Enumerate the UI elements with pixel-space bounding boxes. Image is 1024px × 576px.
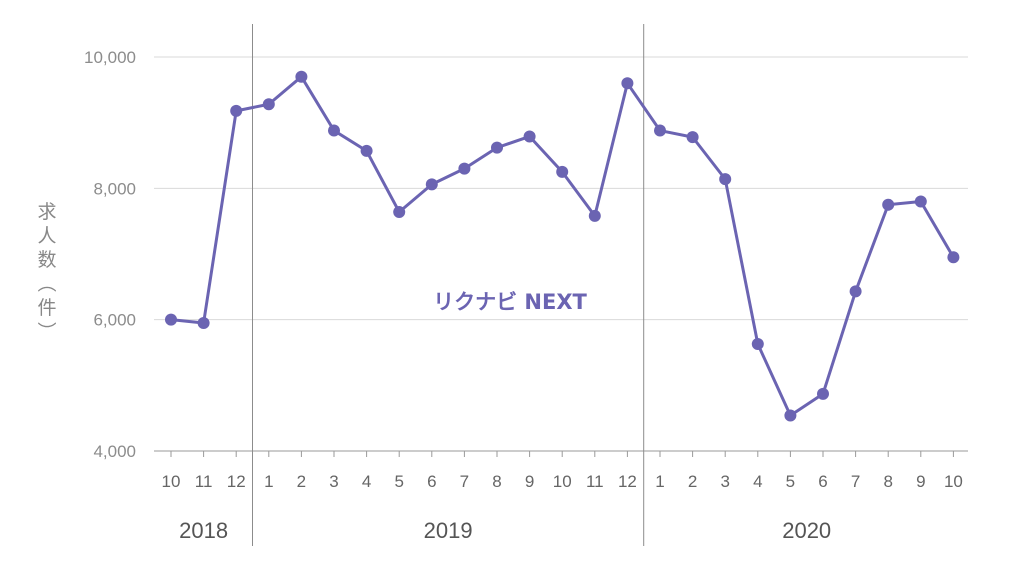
data-point [295,70,308,83]
y-axis-label-char: （ [35,273,57,292]
x-tick-label: 2 [688,472,697,491]
y-tick-label: 4,000 [93,442,136,461]
data-point [491,141,503,154]
y-axis-ticks: 4,000 6,000 8,000 10,000 [84,48,136,461]
data-point [654,124,666,137]
x-tick-label: 8 [883,472,892,491]
data-point [197,316,210,329]
x-tick-label: 10 [553,472,572,491]
x-tick-label: 5 [394,472,403,491]
data-point [849,285,862,298]
data-point [686,131,699,144]
y-axis-label-char: 件 [37,297,56,319]
grid-lines [154,56,968,452]
x-tick-label: 5 [786,472,795,491]
x-tick-label: 1 [264,472,273,491]
series-group: リクナビ NEXT [165,70,960,422]
year-label: 2018 [179,518,228,543]
x-tick-label: 12 [227,472,246,491]
data-point [458,162,471,175]
data-point [230,104,243,117]
x-tick-label: 10 [944,472,963,491]
data-point [784,409,797,422]
x-axis-ticks: 10 11 12 1 2 3 4 5 6 7 8 9 10 11 12 1 2 3 4 5 6 7 8 9 10 [162,451,963,491]
x-tick-label: 9 [916,472,925,491]
year-labels: 2018 2019 2020 [179,518,831,543]
data-point [817,387,829,400]
data-point [751,337,764,350]
y-axis-label: 求人数 （ 件 ） [35,201,57,341]
y-tick-label: 8,000 [93,179,136,198]
data-point [947,251,960,264]
x-tick-label: 7 [460,472,469,491]
x-tick-label: 2 [297,472,306,491]
data-point [328,124,340,137]
data-point [588,209,601,222]
data-point [556,165,569,178]
x-tick-label: 4 [362,472,371,491]
y-axis-label-char: 求 [37,201,56,223]
x-tick-label: 3 [329,472,338,491]
x-tick-label: 11 [586,472,604,491]
series-label: リクナビ NEXT [433,290,587,314]
y-tick-label: 6,000 [93,311,136,330]
y-axis-label-char: ） [35,321,57,340]
x-tick-label: 11 [195,472,213,491]
y-axis-label-char: 数 [37,249,56,271]
x-tick-label: 3 [720,472,729,491]
x-tick-label: 10 [162,472,181,491]
x-tick-label: 1 [655,472,664,491]
year-separators [252,24,645,546]
x-tick-label: 6 [427,472,436,491]
y-axis-label-char: 人 [37,225,56,247]
data-point [882,198,895,211]
data-point [621,77,634,90]
x-tick-label: 12 [618,472,637,491]
year-label: 2019 [424,518,473,543]
data-point [165,313,177,326]
x-tick-label: 7 [851,472,860,491]
data-point [719,173,732,186]
data-point [262,98,275,111]
data-point [914,195,927,208]
x-tick-label: 4 [753,472,762,491]
data-point [393,205,406,218]
series-line [169,75,955,418]
x-tick-label: 9 [525,472,534,491]
year-label: 2020 [782,518,831,543]
data-point [523,130,536,143]
data-point [425,178,438,191]
data-point [360,144,373,157]
x-tick-label: 6 [818,472,827,491]
x-tick-label: 8 [492,472,501,491]
y-tick-label: 10,000 [84,48,136,67]
